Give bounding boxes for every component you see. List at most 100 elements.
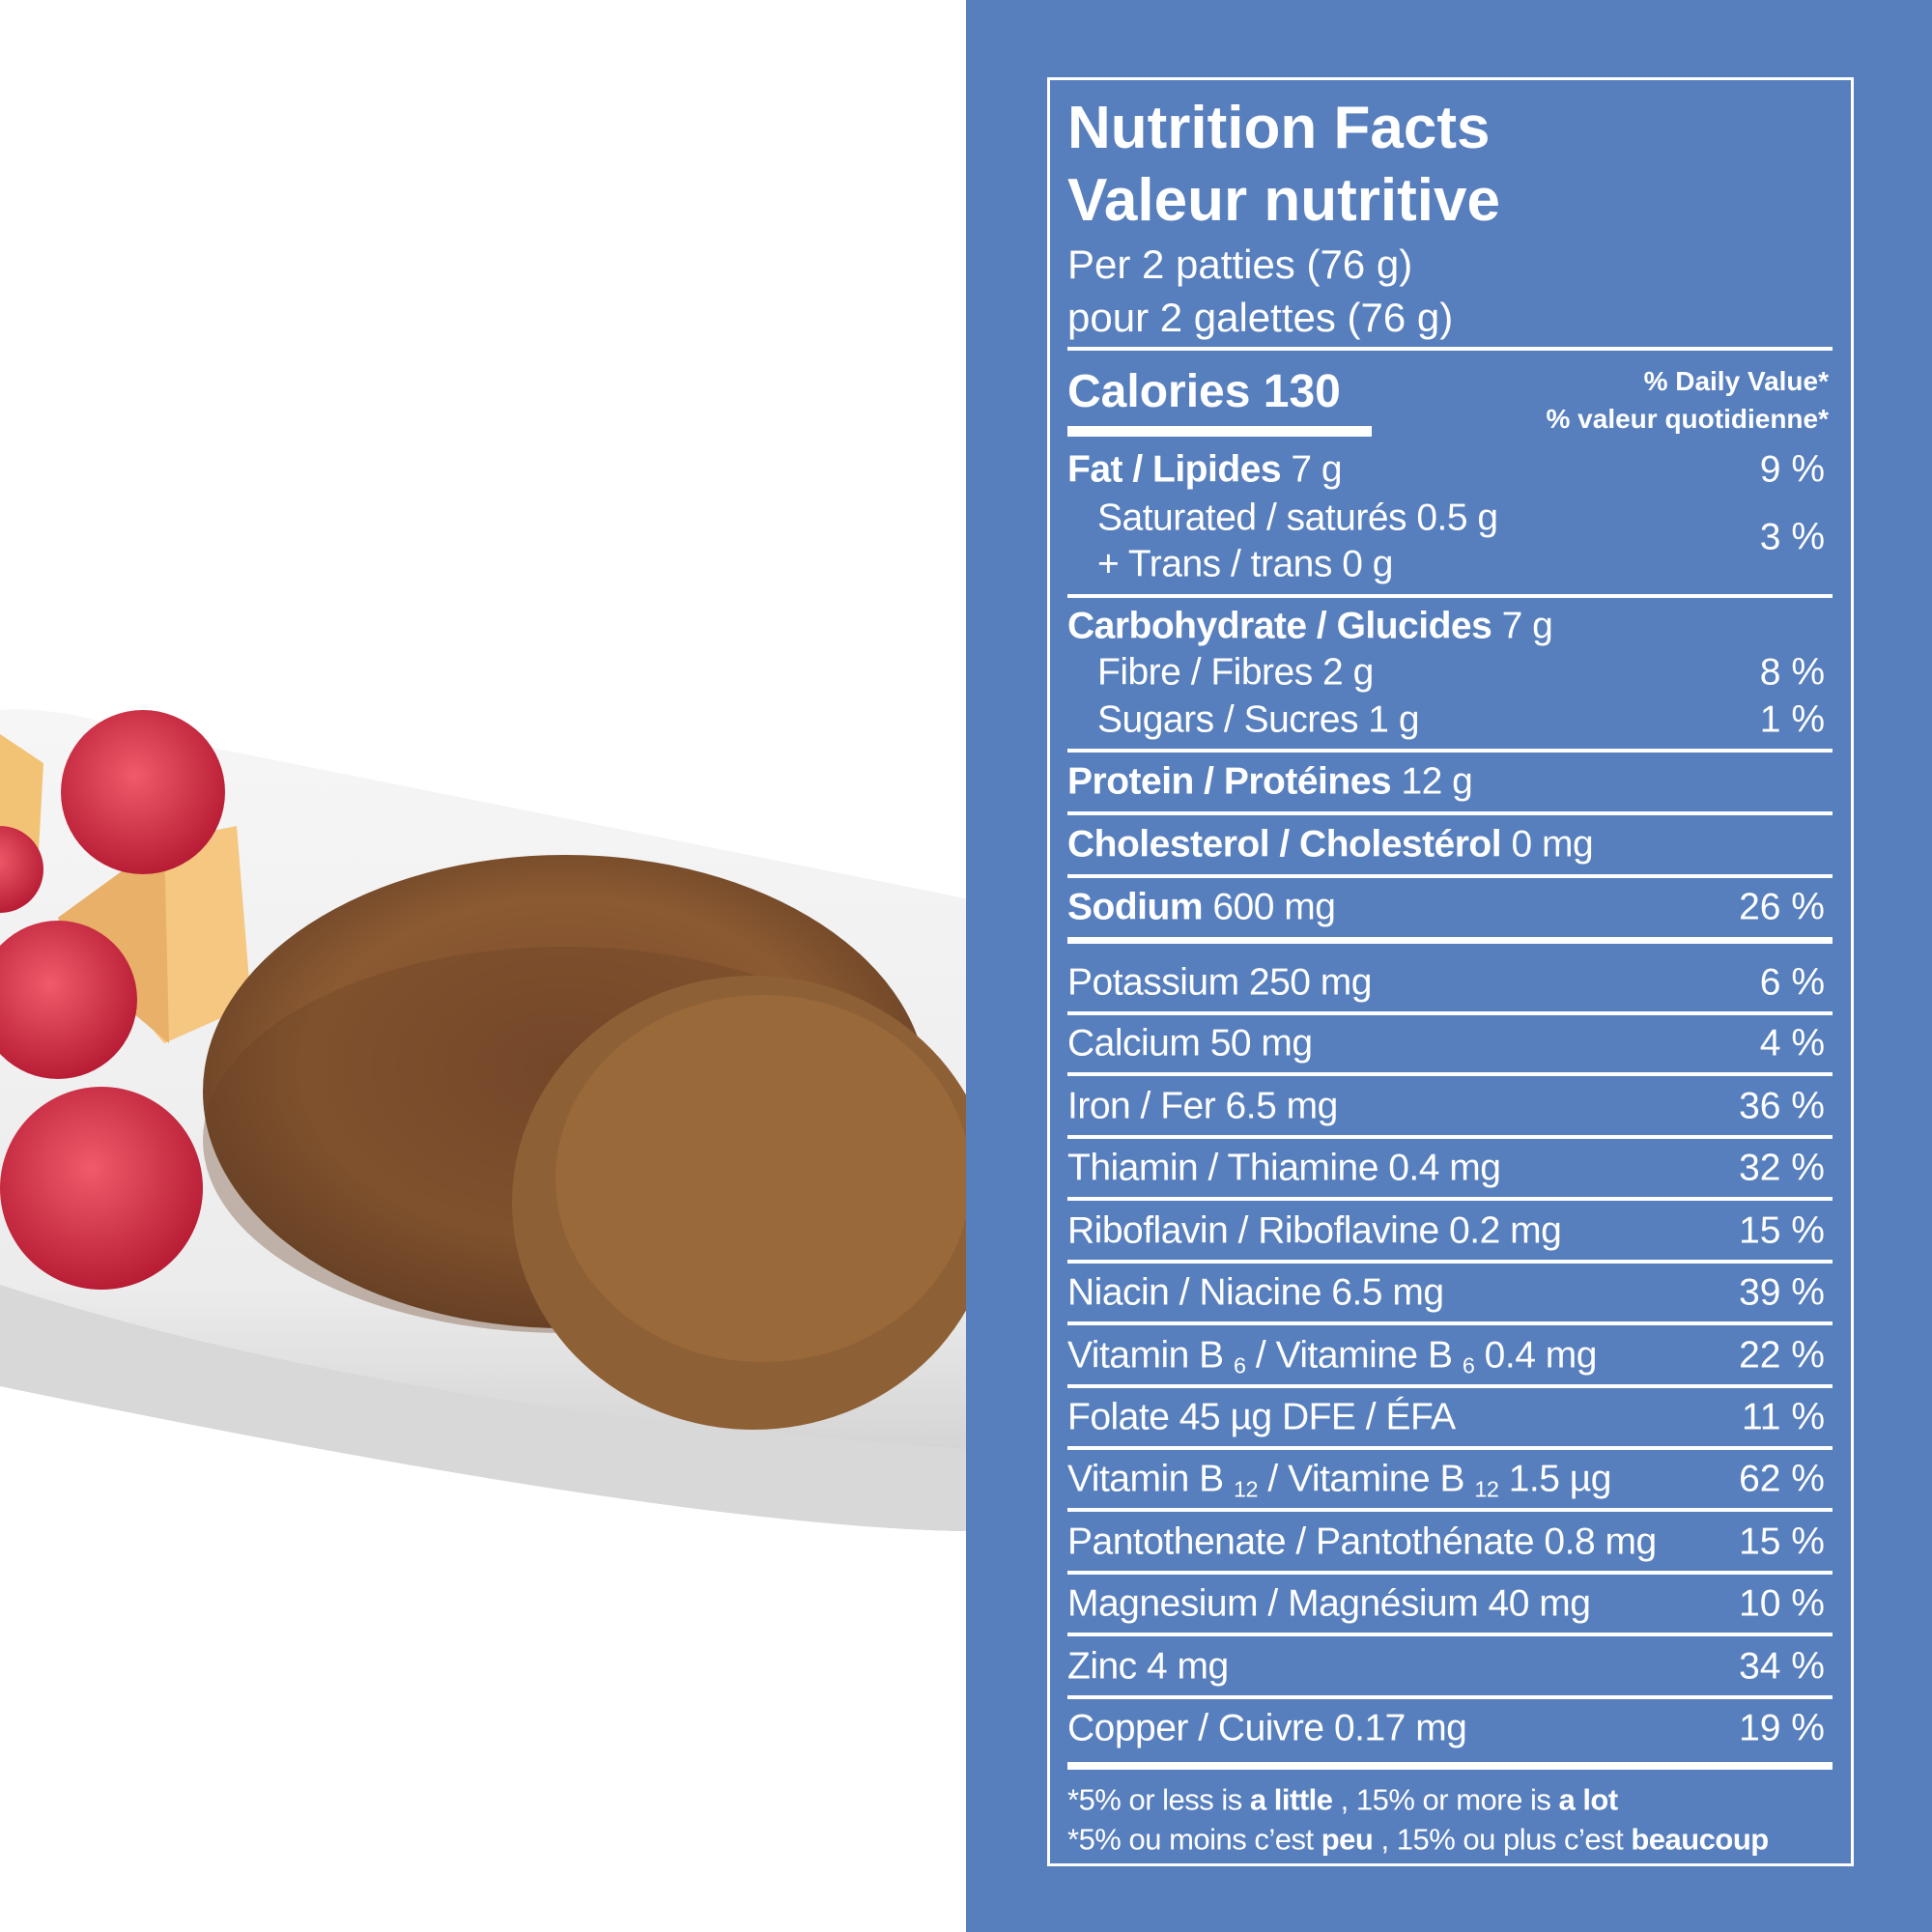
text-part: a little xyxy=(1249,1782,1333,1817)
rule xyxy=(1067,811,1833,815)
daily-value: 34 % xyxy=(1739,1645,1825,1688)
rule xyxy=(1067,1694,1833,1699)
dv-header: % valeur quotidienne* xyxy=(1546,404,1830,434)
nutrient: Fat / Lipides 7 g xyxy=(1067,448,1343,491)
text-part: Saturated / saturés 0.5 g xyxy=(1097,497,1498,539)
nutrient: Copper / Cuivre 0.17 mg xyxy=(1067,1707,1467,1749)
calories: Calories 130 xyxy=(1067,366,1341,417)
text-part: 0 mg xyxy=(1511,823,1594,866)
daily-value: 6 % xyxy=(1759,961,1825,1004)
rule xyxy=(1067,749,1833,753)
nutrient: Niacin / Niacine 6.5 mg xyxy=(1067,1274,1444,1312)
text-part: Riboflavin / Riboflavine 0.2 mg xyxy=(1067,1209,1562,1252)
nutrient: Saturated / saturés 0.5 g xyxy=(1097,499,1498,537)
nutrient: Fibre / Fibres 2 g xyxy=(1097,654,1374,692)
nutrient: Vitamin B 6 / Vitamine B 6 0.4 mg xyxy=(1067,1334,1598,1377)
rule xyxy=(1067,1508,1833,1513)
rule xyxy=(1067,1446,1833,1450)
text-part: 12 g xyxy=(1401,760,1473,803)
text-part: Iron / Fer 6.5 mg xyxy=(1067,1085,1338,1127)
rule xyxy=(1067,874,1833,878)
rule xyxy=(1067,1383,1833,1388)
text-part: / Vitamine B xyxy=(1255,1334,1453,1377)
text-part: 7 g xyxy=(1291,448,1343,491)
text-part: 6 xyxy=(1462,1351,1475,1378)
daily-value: 1 % xyxy=(1759,698,1825,741)
text-part: / Vitamine B xyxy=(1267,1458,1464,1500)
rule xyxy=(1067,1321,1833,1326)
raspberry xyxy=(0,921,137,1079)
daily-value: 62 % xyxy=(1739,1458,1825,1500)
daily-value: 15 % xyxy=(1739,1520,1825,1563)
text-part: Vitamin B xyxy=(1067,1334,1224,1377)
text-part: a lot xyxy=(1558,1782,1618,1817)
text-part: Cholesterol / Cholestérol xyxy=(1067,823,1502,866)
daily-value: 8 % xyxy=(1759,651,1825,694)
rule xyxy=(1067,1570,1833,1575)
daily-value: 3 % xyxy=(1759,516,1825,558)
serving: Per 2 patties (76 g) xyxy=(1067,242,1413,287)
title: Valeur nutritive xyxy=(1067,167,1500,234)
nutrient: Potassium 250 mg xyxy=(1067,964,1373,1002)
text-part: Niacin / Niacine 6.5 mg xyxy=(1067,1271,1444,1314)
nutrient: Carbohydrate / Glucides 7 g xyxy=(1067,605,1553,647)
raspberry xyxy=(61,710,225,874)
text-part: Folate 45 µg DFE / ÉFA xyxy=(1067,1396,1456,1438)
text-part: , 15% ou plus c’est xyxy=(1380,1822,1624,1857)
rule xyxy=(1067,1259,1833,1264)
text-part: Protein / Protéines xyxy=(1067,760,1392,803)
text-part: 12 xyxy=(1234,1476,1259,1502)
food-photo xyxy=(0,709,966,1531)
text-part: Sodium xyxy=(1067,886,1204,928)
daily-value: 11 % xyxy=(1742,1396,1825,1438)
text-part: Fibre / Fibres 2 g xyxy=(1097,651,1374,694)
title: Nutrition Facts xyxy=(1067,95,1491,161)
text-part: Magnesium / Magnésium 40 mg xyxy=(1067,1582,1591,1625)
nutrient: Pantothenate / Pantothénate 0.8 mg xyxy=(1067,1522,1657,1560)
nutrient: Thiamin / Thiamine 0.4 mg xyxy=(1067,1147,1501,1189)
rule xyxy=(1067,1135,1833,1139)
nutrient: Zinc 4 mg xyxy=(1067,1647,1229,1685)
rule xyxy=(1067,594,1833,598)
melon xyxy=(58,840,169,1043)
plate-rim xyxy=(0,1285,966,1531)
text-part: 0.4 mg xyxy=(1484,1334,1598,1377)
footnote: *5% ou moins c’est peu , 15% ou plus c’e… xyxy=(1067,1825,1769,1855)
text-part: Zinc 4 mg xyxy=(1067,1645,1229,1688)
text-part: Sugars / Sucres 1 g xyxy=(1097,698,1420,741)
rule xyxy=(1067,425,1372,437)
text-part: Pantothenate / Pantothénate 0.8 mg xyxy=(1067,1520,1657,1563)
daily-value: 19 % xyxy=(1739,1707,1825,1749)
nutrient: + Trans / trans 0 g xyxy=(1097,546,1393,583)
nutrient: Cholesterol / Cholestérol 0 mg xyxy=(1067,823,1594,866)
daily-value: 10 % xyxy=(1739,1582,1825,1625)
daily-value: 9 % xyxy=(1759,448,1825,491)
text-part: Copper / Cuivre 0.17 mg xyxy=(1067,1707,1467,1749)
text-part: Vitamin B xyxy=(1067,1458,1224,1500)
raspberry xyxy=(0,1087,203,1290)
text-part: Thiamin / Thiamine 0.4 mg xyxy=(1067,1147,1501,1189)
rule xyxy=(1067,1011,1833,1015)
daily-value: 4 % xyxy=(1759,1022,1825,1065)
nutrient: Sodium 600 mg xyxy=(1067,886,1336,928)
serving: pour 2 galettes (76 g) xyxy=(1067,295,1454,340)
text-part: beaucoup xyxy=(1631,1822,1769,1857)
text-part: 6 xyxy=(1234,1351,1246,1378)
daily-value: 36 % xyxy=(1739,1085,1825,1127)
text-part: 12 xyxy=(1474,1476,1499,1502)
text-part: *5% ou moins c’est xyxy=(1067,1822,1314,1857)
daily-value: 39 % xyxy=(1739,1271,1825,1314)
text-part: Carbohydrate / Glucides xyxy=(1067,605,1492,647)
daily-value: 32 % xyxy=(1739,1147,1825,1189)
daily-value: 22 % xyxy=(1739,1334,1825,1377)
nutrient: Magnesium / Magnésium 40 mg xyxy=(1067,1582,1591,1625)
patty-top xyxy=(555,995,966,1362)
nutrient: Folate 45 µg DFE / ÉFA xyxy=(1067,1399,1456,1436)
rule xyxy=(1067,936,1833,944)
text-part: 600 mg xyxy=(1212,886,1336,928)
dv-header: % Daily Value* xyxy=(1643,366,1829,396)
nutrient: Iron / Fer 6.5 mg xyxy=(1067,1088,1338,1125)
rule xyxy=(1067,347,1833,351)
text-part: + Trans / trans 0 g xyxy=(1097,543,1393,585)
text-part: , 15% or more is xyxy=(1340,1782,1551,1817)
